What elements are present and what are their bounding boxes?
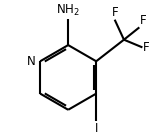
Text: F: F: [140, 14, 147, 27]
Text: NH$_2$: NH$_2$: [56, 3, 80, 18]
Text: I: I: [95, 122, 98, 135]
Text: N: N: [27, 55, 36, 68]
Text: F: F: [111, 6, 118, 19]
Text: F: F: [143, 41, 150, 54]
